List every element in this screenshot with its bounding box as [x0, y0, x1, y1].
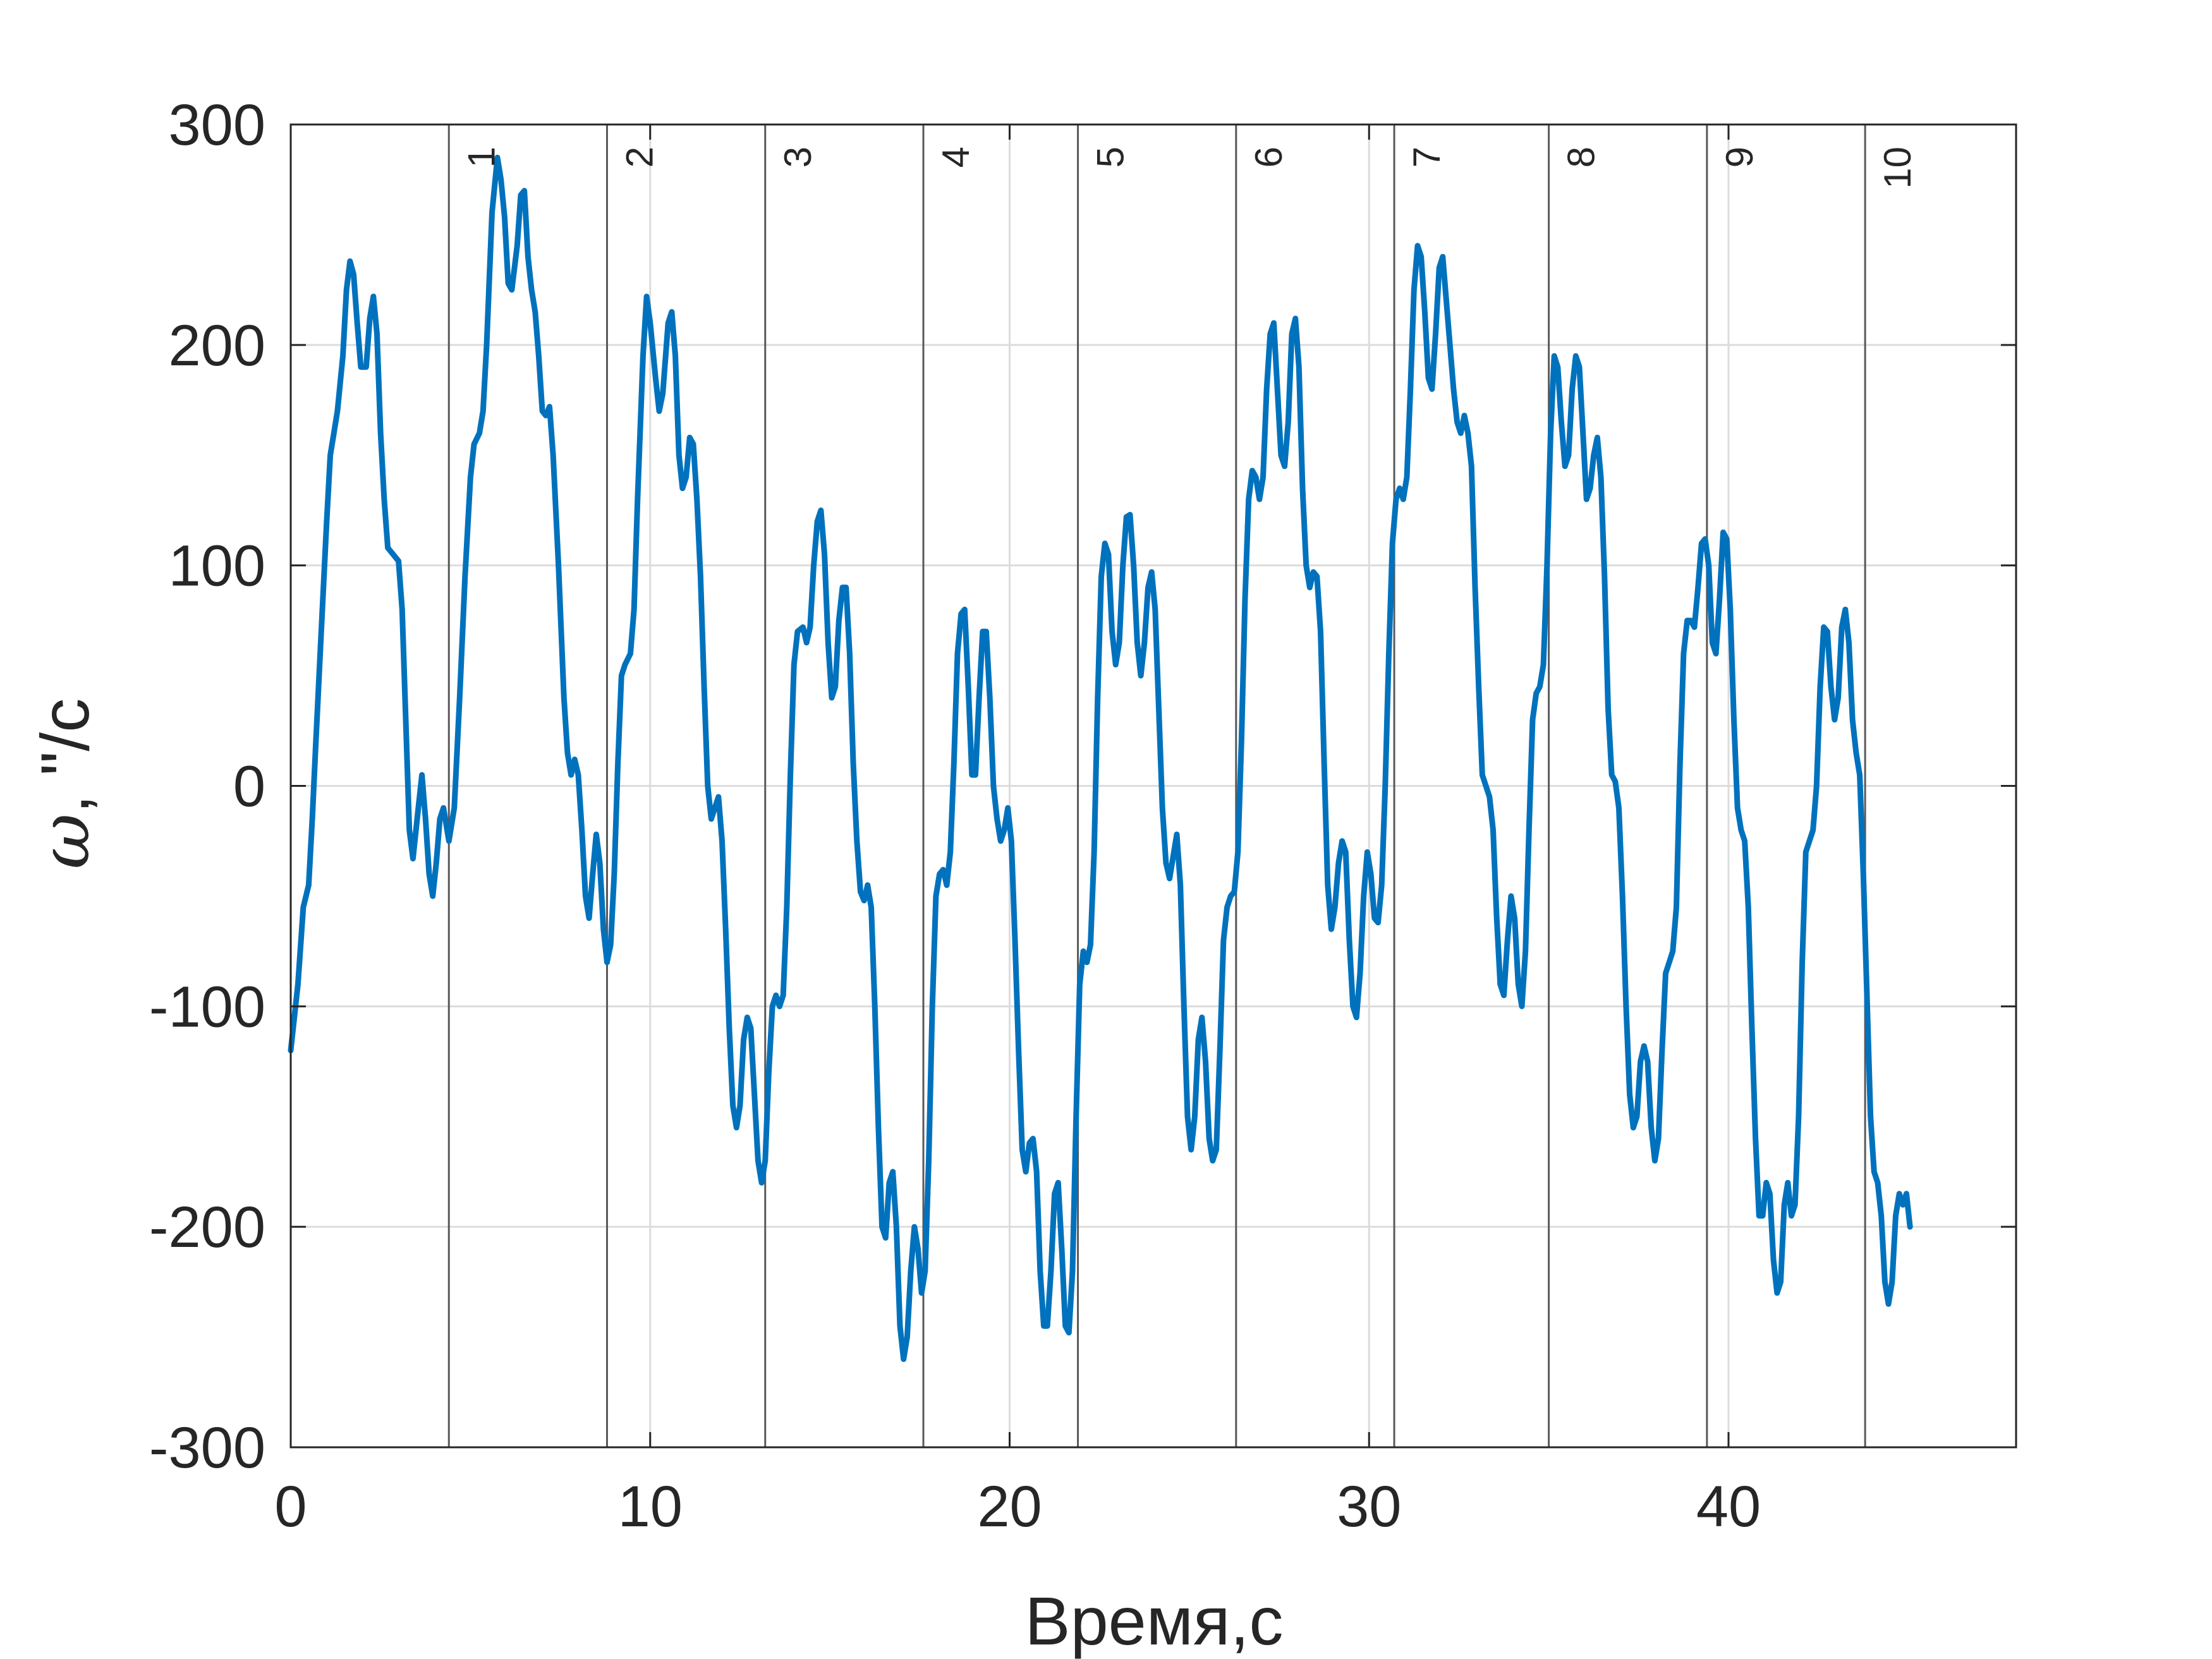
y-tick-label: 100 [169, 534, 266, 599]
series-line-0 [288, 154, 1913, 1362]
y-tick-label: 200 [169, 313, 266, 378]
x-tick-labels: 0 10 20 30 40 [274, 1474, 1761, 1539]
marker-label-7: 7 [1406, 147, 1448, 167]
y-tick-label: 300 [169, 93, 266, 157]
x-tick-label: 40 [1696, 1474, 1761, 1539]
y-tick-labels: -300 -200 -100 0 100 200 300 [149, 93, 265, 1480]
axes-frame [289, 123, 2017, 1449]
data-series [288, 154, 1913, 1362]
marker-label-3: 3 [777, 147, 819, 167]
x-tick-label: 10 [618, 1474, 683, 1539]
marker-label-9: 9 [1718, 147, 1761, 167]
y-tick-label: -300 [149, 1416, 265, 1480]
x-tick-label: 0 [274, 1474, 307, 1539]
y-axis-symbol: ω [26, 813, 105, 869]
y-tick-label: -100 [149, 975, 265, 1039]
marker-lines [447, 125, 1866, 1447]
marker-label-6: 6 [1248, 147, 1290, 167]
y-axis-title: ω, "/с [26, 698, 105, 869]
marker-label-1: 1 [460, 147, 502, 167]
x-tick-label: 20 [977, 1474, 1042, 1539]
marker-label-5: 5 [1090, 147, 1132, 167]
y-tick-label: 0 [233, 755, 265, 819]
y-axis-unit: , "/с [27, 698, 103, 813]
marker-label-10: 10 [1876, 147, 1919, 189]
marker-label-4: 4 [935, 147, 977, 167]
grid [291, 125, 2016, 1447]
marker-label-2: 2 [619, 147, 661, 167]
x-axis-title: Время,с [1025, 1583, 1284, 1659]
marker-labels: 1 2 3 4 5 6 7 8 9 10 [460, 147, 1919, 189]
marker-label-8: 8 [1560, 147, 1603, 167]
y-tick-label: -200 [149, 1195, 265, 1260]
x-tick-label: 30 [1337, 1474, 1401, 1539]
